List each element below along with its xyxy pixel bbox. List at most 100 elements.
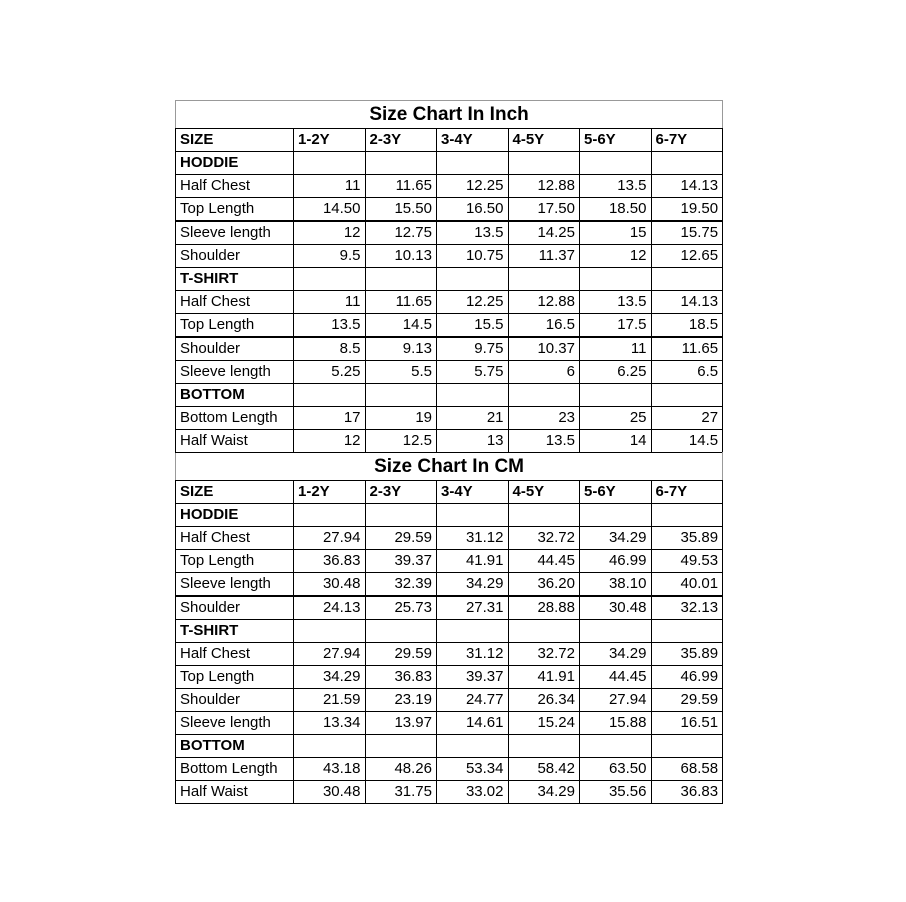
table-row: Top Length 14.50 15.50 16.50 17.50 18.50 19.50 bbox=[175, 197, 724, 222]
section-label: T-SHIRT bbox=[175, 619, 294, 643]
value-cell: 23 bbox=[507, 406, 580, 430]
empty-cell bbox=[650, 619, 724, 643]
table-row: Top Length 36.83 39.37 41.91 44.45 46.99 49.53 bbox=[175, 549, 724, 573]
empty-cell bbox=[579, 503, 652, 527]
value-cell: 39.37 bbox=[436, 665, 509, 689]
row-label: Shoulder bbox=[175, 595, 294, 620]
value-cell: 27.31 bbox=[436, 595, 509, 620]
value-cell: 44.45 bbox=[579, 665, 652, 689]
value-cell: 17.50 bbox=[507, 197, 580, 222]
value-cell: 27.94 bbox=[293, 526, 366, 550]
column-header-1-2y: 1-2Y bbox=[293, 128, 366, 152]
value-cell: 32.72 bbox=[507, 642, 580, 666]
value-cell: 29.59 bbox=[364, 526, 437, 550]
empty-cell bbox=[579, 151, 652, 175]
value-cell: 14.13 bbox=[650, 174, 724, 198]
value-cell: 5.5 bbox=[364, 360, 437, 384]
value-cell: 11.65 bbox=[364, 174, 437, 198]
empty-cell bbox=[507, 619, 580, 643]
row-label: Sleeve length bbox=[175, 572, 294, 597]
value-cell: 27 bbox=[650, 406, 724, 430]
row-label: Half Waist bbox=[175, 780, 294, 804]
section-row-bottom: BOTTOM bbox=[175, 734, 724, 758]
value-cell: 12.25 bbox=[436, 174, 509, 198]
value-cell: 30.48 bbox=[293, 780, 366, 804]
value-cell: 26.34 bbox=[507, 688, 580, 712]
empty-cell bbox=[293, 503, 366, 527]
title-row: Size Chart In Inch bbox=[174, 100, 724, 129]
value-cell: 14.50 bbox=[293, 197, 366, 222]
row-label: Top Length bbox=[175, 665, 294, 689]
value-cell: 18.50 bbox=[579, 197, 652, 222]
value-cell: 46.99 bbox=[650, 665, 724, 689]
value-cell: 16.50 bbox=[436, 197, 509, 222]
value-cell: 11.65 bbox=[364, 290, 437, 314]
section-label: BOTTOM bbox=[175, 383, 294, 407]
value-cell: 58.42 bbox=[507, 757, 580, 781]
value-cell: 27.94 bbox=[579, 688, 652, 712]
table-row: Sleeve length 30.48 32.39 34.29 36.20 38.10 40… bbox=[175, 572, 724, 597]
empty-cell bbox=[364, 151, 437, 175]
value-cell: 24.77 bbox=[436, 688, 509, 712]
header-row: SIZE 1-2Y 2-3Y 3-4Y 4-5Y 5-6Y 6-7Y bbox=[175, 480, 724, 504]
size-chart-in-cm-table: Size Chart In CM SIZE 1-2Y 2-3Y 3-4Y 4-5Y 5-6Y… bbox=[174, 452, 724, 804]
value-cell: 11.37 bbox=[507, 244, 580, 268]
row-label: Sleeve length bbox=[175, 360, 294, 384]
table-row: Bottom Length 17 19 21 23 25 27 bbox=[175, 406, 724, 430]
value-cell: 13.34 bbox=[293, 711, 366, 735]
row-label: Bottom Length bbox=[175, 757, 294, 781]
table-row: Bottom Length 43.18 48.26 53.34 58.42 63.50 68… bbox=[175, 757, 724, 781]
value-cell: 16.51 bbox=[650, 711, 724, 735]
column-header-4-5y: 4-5Y bbox=[507, 128, 580, 152]
value-cell: 12.88 bbox=[507, 290, 580, 314]
value-cell: 13.5 bbox=[579, 174, 652, 198]
value-cell: 16.5 bbox=[507, 313, 580, 338]
empty-cell bbox=[364, 619, 437, 643]
value-cell: 36.83 bbox=[293, 549, 366, 573]
row-label: Shoulder bbox=[175, 688, 294, 712]
value-cell: 46.99 bbox=[579, 549, 652, 573]
column-header-size: SIZE bbox=[175, 480, 294, 504]
value-cell: 12.25 bbox=[436, 290, 509, 314]
column-header-6-7y: 6-7Y bbox=[650, 480, 724, 504]
value-cell: 34.29 bbox=[507, 780, 580, 804]
empty-cell bbox=[436, 267, 509, 291]
value-cell: 35.89 bbox=[650, 642, 724, 666]
table-title: Size Chart In Inch bbox=[174, 100, 724, 129]
row-label: Half Chest bbox=[175, 642, 294, 666]
value-cell: 15 bbox=[579, 220, 652, 245]
size-chart-in-inch-table: Size Chart In Inch SIZE 1-2Y 2-3Y 3-4Y 4-5Y 5-… bbox=[174, 100, 724, 453]
value-cell: 5.25 bbox=[293, 360, 366, 384]
row-label: Sleeve length bbox=[175, 711, 294, 735]
empty-cell bbox=[650, 734, 724, 758]
title-row: Size Chart In CM bbox=[174, 452, 724, 481]
empty-cell bbox=[650, 267, 724, 291]
empty-cell bbox=[507, 267, 580, 291]
value-cell: 13 bbox=[436, 429, 509, 453]
empty-cell bbox=[364, 734, 437, 758]
value-cell: 15.5 bbox=[436, 313, 509, 338]
empty-cell bbox=[293, 383, 366, 407]
table-row: Sleeve length 12 12.75 13.5 14.25 15 15.75 bbox=[175, 220, 724, 245]
value-cell: 32.72 bbox=[507, 526, 580, 550]
value-cell: 24.13 bbox=[293, 595, 366, 620]
table-row: Top Length 13.5 14.5 15.5 16.5 17.5 18.5 bbox=[175, 313, 724, 338]
table-row: Top Length 34.29 36.83 39.37 41.91 44.45 46.99 bbox=[175, 665, 724, 689]
value-cell: 39.37 bbox=[364, 549, 437, 573]
value-cell: 35.56 bbox=[579, 780, 652, 804]
value-cell: 17 bbox=[293, 406, 366, 430]
size-chart: Size Chart In Inch SIZE 1-2Y 2-3Y 3-4Y 4-5Y 5-… bbox=[174, 100, 724, 804]
value-cell: 68.58 bbox=[650, 757, 724, 781]
row-label: Sleeve length bbox=[175, 220, 294, 245]
value-cell: 31.75 bbox=[364, 780, 437, 804]
section-row-bottom: BOTTOM bbox=[175, 383, 724, 407]
row-label: Half Chest bbox=[175, 526, 294, 550]
value-cell: 40.01 bbox=[650, 572, 724, 597]
row-label: Shoulder bbox=[175, 336, 294, 361]
table-row: Half Chest 11 11.65 12.25 12.88 13.5 14.13 bbox=[175, 290, 724, 314]
value-cell: 34.29 bbox=[293, 665, 366, 689]
empty-cell bbox=[293, 619, 366, 643]
value-cell: 36.83 bbox=[650, 780, 724, 804]
table-row: Half Chest 27.94 29.59 31.12 32.72 34.29 35.89 bbox=[175, 526, 724, 550]
